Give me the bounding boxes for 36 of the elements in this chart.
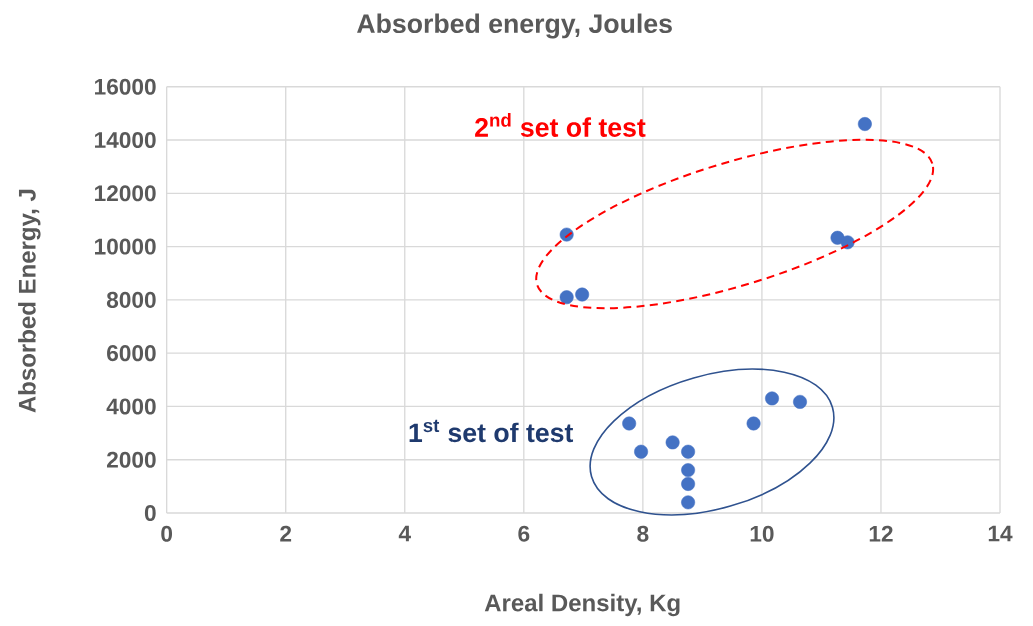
x-tick-label: 14 <box>988 525 1013 542</box>
x-tick-label: 0 <box>161 525 173 542</box>
point <box>575 287 590 302</box>
y-tick-label: 0 <box>144 504 156 522</box>
y-tick-label: 12000 <box>95 185 156 202</box>
y-tick-label: 4000 <box>106 398 156 415</box>
annotation: 1$^{st}$ set of test <box>409 419 574 443</box>
point <box>765 391 779 406</box>
point <box>665 435 680 450</box>
y-tick-label: 16000 <box>95 78 156 95</box>
x-tick-label: 6 <box>518 525 530 542</box>
y-tick-label: 2000 <box>106 451 156 468</box>
y-tick-label: 6000 <box>107 345 156 362</box>
point <box>840 235 855 250</box>
point <box>559 290 574 305</box>
point <box>681 477 696 491</box>
x-tick-label: 4 <box>398 525 411 542</box>
x-tick-label: 2 <box>280 525 292 542</box>
y-tick-label: 14000 <box>95 131 156 149</box>
point <box>634 444 649 459</box>
y-tick-label: 8000 <box>106 291 156 308</box>
point <box>857 117 872 131</box>
point <box>622 416 637 431</box>
point <box>681 495 696 510</box>
annotation: 2$^{nd}$ set of test <box>475 113 646 137</box>
point <box>681 444 696 459</box>
y-tick-label: 10000 <box>95 238 156 255</box>
point <box>681 463 696 478</box>
x-axis-title: Areal Density, Kg <box>484 593 680 617</box>
chart-title: Absorbed energy, Joules <box>357 13 672 39</box>
point <box>793 394 807 409</box>
x-tick-label: 8 <box>637 525 649 542</box>
x-tick-label: 12 <box>869 525 893 542</box>
point <box>746 416 761 431</box>
y-axis-title: Absorbed Energy, J <box>18 189 41 413</box>
x-tick-label: 10 <box>750 525 774 542</box>
